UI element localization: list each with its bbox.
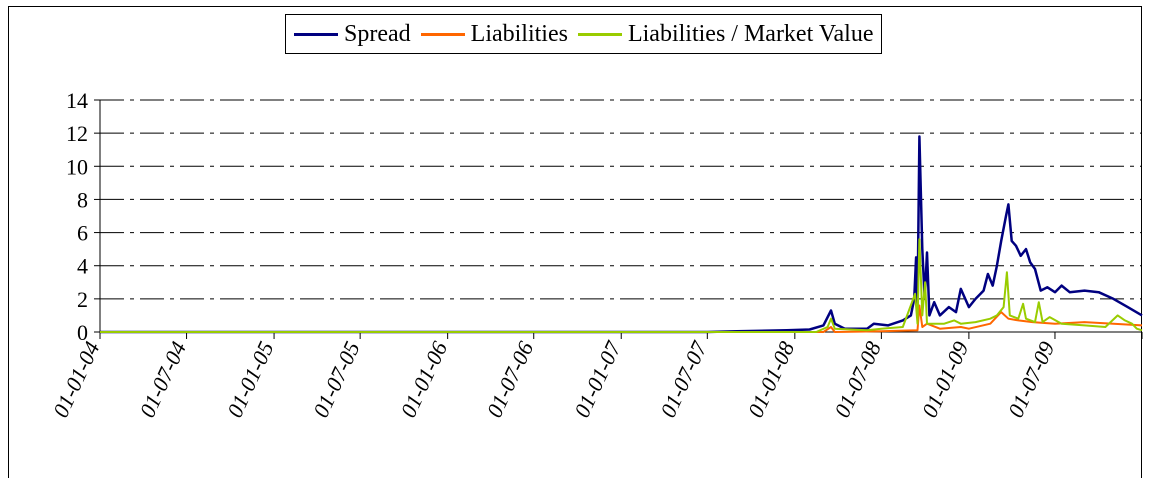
legend-swatch-liabilities-market-value xyxy=(577,32,622,36)
x-tick-label-9: 01-07-08 xyxy=(829,338,886,422)
x-tick-label-6: 01-01-07 xyxy=(569,337,626,422)
x-tick-label-1: 01-07-04 xyxy=(134,338,191,422)
y-tick-label-8: 8 xyxy=(77,187,88,212)
series-line-0 xyxy=(100,135,1143,334)
chart-legend: Spread Liabilities Liabilities / Market … xyxy=(285,14,883,54)
x-tick-label-7: 01-07-07 xyxy=(655,337,712,422)
legend-item-liabilities-market-value: Liabilities / Market Value xyxy=(577,20,874,48)
x-tick-label-4: 01-01-06 xyxy=(395,338,452,422)
legend-label-spread: Spread xyxy=(344,20,411,47)
x-tick-label-5: 01-07-06 xyxy=(482,338,539,422)
legend-swatch-spread xyxy=(294,32,338,36)
y-tick-label-12: 12 xyxy=(66,121,88,146)
legend-item-spread: Spread xyxy=(294,21,411,48)
y-tick-label-0: 0 xyxy=(77,320,88,345)
x-tick-label-0: 01-01-04 xyxy=(48,338,105,422)
legend-swatch-liabilities xyxy=(420,32,465,36)
x-tick-label-2: 01-01-05 xyxy=(222,338,279,422)
legend-label-liabilities: Liabilities xyxy=(470,20,568,47)
series-line-1 xyxy=(100,304,1143,333)
y-tick-label-14: 14 xyxy=(66,88,88,113)
y-tick-label-6: 6 xyxy=(77,221,88,246)
y-tick-label-2: 2 xyxy=(77,287,88,312)
legend-item-liabilities: Liabilities xyxy=(420,20,568,48)
x-tick-label-3: 01-07-05 xyxy=(308,338,365,422)
legend-label-liabilities-market-value: Liabilities / Market Value xyxy=(627,20,874,47)
x-tick-label-11: 01-07-09 xyxy=(1003,338,1060,422)
chart-area xyxy=(8,6,1142,478)
series-line-2 xyxy=(100,238,1143,333)
x-tick-label-8: 01-01-08 xyxy=(743,338,800,422)
y-tick-label-10: 10 xyxy=(66,154,88,179)
y-tick-label-4: 4 xyxy=(77,254,88,279)
x-tick-label-10: 01-01-09 xyxy=(917,338,974,422)
